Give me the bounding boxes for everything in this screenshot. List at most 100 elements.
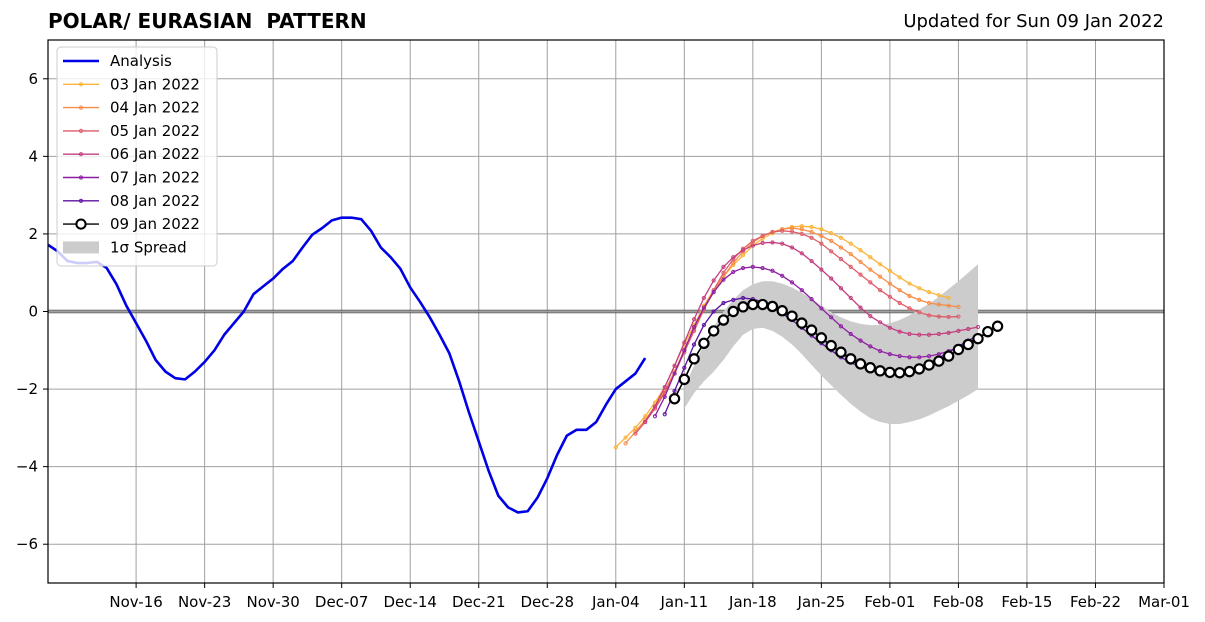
- series-point-07-jan-2022: [858, 338, 863, 343]
- legend-label: Analysis: [110, 52, 172, 70]
- series-point-06-jan-2022: [838, 286, 844, 291]
- x-tick-label-feb-22: Feb-22: [1070, 593, 1121, 611]
- series-point-07-jan-2022: [780, 273, 785, 278]
- legend-swatch-marker: [78, 198, 84, 203]
- series-point-04-jan-2022: [956, 304, 961, 309]
- series-point-06-jan-2022: [897, 329, 902, 334]
- series-point-05-jan-2022: [799, 231, 804, 237]
- series-point-07-jan-2022: [672, 371, 677, 376]
- series-point-05-jan-2022: [858, 272, 863, 277]
- series-point-05-jan-2022: [878, 288, 883, 293]
- axis-ticks: Nov-16 Nov-23 Nov-30 Dec-07 Dec-14 Dec-21 Dec-…: [16, 70, 1190, 611]
- series-point-06-jan-2022: [848, 295, 853, 301]
- series-point-08-jan-2022: [662, 412, 667, 417]
- series-point-08-jan-2022: [701, 322, 706, 328]
- series-point-09-jan-2022: [972, 332, 984, 345]
- series-point-06-jan-2022: [672, 363, 677, 368]
- series-point-07-jan-2022: [829, 315, 834, 320]
- series-point-06-jan-2022: [956, 328, 961, 333]
- series-point-03-jan-2022: [819, 227, 824, 232]
- series-point-03-jan-2022: [829, 231, 834, 236]
- series-point-06-jan-2022: [789, 245, 795, 250]
- series-point-06-jan-2022: [770, 240, 775, 245]
- series-point-06-jan-2022: [907, 331, 912, 337]
- series-point-07-jan-2022: [917, 355, 922, 360]
- series-point-09-jan-2022: [815, 332, 828, 344]
- series-point-05-jan-2022: [926, 313, 932, 318]
- series-point-04-jan-2022: [731, 260, 736, 266]
- series-point-04-jan-2022: [936, 302, 941, 307]
- series-point-04-jan-2022: [809, 229, 814, 235]
- series-point-07-jan-2022: [838, 324, 844, 329]
- series-line-06-jan-2022: [644, 241, 979, 423]
- series-point-06-jan-2022: [858, 305, 863, 310]
- series-point-06-jan-2022: [966, 326, 971, 332]
- legend-label: 1σ Spread: [110, 238, 187, 256]
- legend-item-04-jan-2022: 04 Jan 2022: [63, 99, 200, 117]
- series-point-07-jan-2022: [897, 354, 902, 359]
- legend-label: 08 Jan 2022: [110, 192, 200, 210]
- analysis-line: [48, 216, 647, 514]
- legend-item-analysis: Analysis: [63, 52, 172, 70]
- legend-swatch-marker: [75, 218, 87, 230]
- series-point-07-jan-2022: [740, 265, 746, 271]
- series-point-03-jan-2022: [878, 262, 883, 267]
- x-tick-label-nov-23: Nov-23: [178, 593, 231, 611]
- series-point-04-jan-2022: [623, 441, 628, 446]
- series-point-07-jan-2022: [721, 277, 726, 282]
- series-point-08-jan-2022: [672, 388, 677, 394]
- series-point-09-jan-2022: [678, 373, 691, 386]
- series-point-03-jan-2022: [613, 445, 618, 450]
- series-point-03-jan-2022: [740, 253, 746, 258]
- series-point-07-jan-2022: [907, 355, 912, 360]
- series-point-06-jan-2022: [946, 330, 951, 335]
- series-point-05-jan-2022: [780, 228, 785, 233]
- legend-item-06-jan-2022: 06 Jan 2022: [63, 145, 200, 163]
- series-point-09-jan-2022: [796, 317, 808, 329]
- legend-label: 06 Jan 2022: [110, 145, 200, 163]
- plot-area: [48, 216, 1004, 514]
- series-point-07-jan-2022: [711, 290, 716, 295]
- series-point-09-jan-2022: [864, 362, 877, 374]
- series-point-05-jan-2022: [633, 431, 638, 436]
- series-point-09-jan-2022: [845, 353, 857, 365]
- series-point-06-jan-2022: [740, 248, 746, 253]
- series-point-08-jan-2022: [682, 365, 687, 370]
- series-point-04-jan-2022: [868, 267, 873, 272]
- series-point-07-jan-2022: [662, 394, 667, 399]
- series-point-09-jan-2022: [698, 337, 710, 350]
- legend-label: 03 Jan 2022: [110, 75, 200, 93]
- series-point-04-jan-2022: [838, 245, 844, 250]
- series-line-07-jan-2022: [654, 266, 989, 417]
- series-point-06-jan-2022: [936, 331, 941, 337]
- x-tick-label-jan-04: Jan-04: [591, 593, 640, 611]
- series-point-05-jan-2022: [770, 229, 775, 235]
- y-tick-label-2: 2: [28, 225, 38, 243]
- series-06-jan-2022: [643, 240, 981, 425]
- series-point-06-jan-2022: [652, 404, 658, 409]
- series-point-03-jan-2022: [897, 275, 902, 280]
- series-point-09-jan-2022: [893, 367, 906, 379]
- series-point-05-jan-2022: [897, 300, 902, 306]
- series-point-03-jan-2022: [887, 268, 892, 273]
- series-point-06-jan-2022: [878, 320, 883, 325]
- series-point-09-jan-2022: [707, 325, 720, 337]
- series-point-09-jan-2022: [923, 359, 935, 371]
- legend-box: [56, 46, 218, 267]
- series-point-09-jan-2022: [942, 350, 955, 362]
- series-point-06-jan-2022: [721, 264, 726, 269]
- x-tick-label-mar-01: Mar-01: [1138, 593, 1190, 611]
- series-point-09-jan-2022: [835, 346, 847, 358]
- x-tick-label-dec-21: Dec-21: [452, 593, 506, 611]
- series-point-08-jan-2022: [692, 342, 697, 347]
- series-point-07-jan-2022: [878, 348, 883, 354]
- series-point-06-jan-2022: [701, 295, 706, 301]
- series-point-07-jan-2022: [692, 324, 697, 330]
- series-point-03-jan-2022: [848, 241, 853, 246]
- legend: Analysis 03 Jan 2022 04 Jan 2022 05 Jan 202…: [56, 46, 218, 267]
- legend-label: 07 Jan 2022: [110, 169, 200, 187]
- series-point-05-jan-2022: [917, 310, 922, 315]
- x-tick-label-feb-08: Feb-08: [933, 593, 984, 611]
- series-point-07-jan-2022: [868, 344, 873, 349]
- series-point-05-jan-2022: [838, 257, 844, 262]
